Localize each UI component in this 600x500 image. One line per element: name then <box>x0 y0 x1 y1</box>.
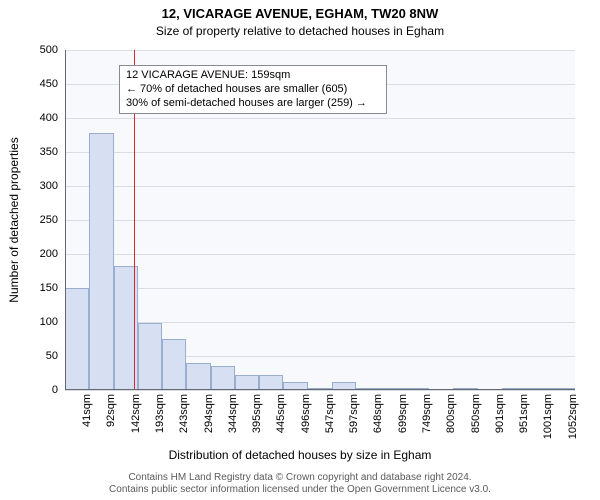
x-axis-label: Distribution of detached houses by size … <box>0 448 600 462</box>
x-tick-label: 901sqm <box>494 394 506 433</box>
axis-border <box>65 50 575 390</box>
y-tick-label: 450 <box>0 78 58 90</box>
x-tick-label: 648sqm <box>372 394 384 433</box>
x-tick-label: 496sqm <box>300 394 312 433</box>
x-tick-label: 142sqm <box>130 394 142 433</box>
x-tick-label: 92sqm <box>105 394 117 427</box>
x-tick-label: 294sqm <box>203 394 215 433</box>
x-axis-ticks: 41sqm 92sqm 142sqm 193sqm 243sqm 294sqm 344sqm… <box>65 390 575 450</box>
y-tick-label: 100 <box>0 316 58 328</box>
x-tick-label: 41sqm <box>81 394 93 427</box>
x-tick-label: 1052sqm <box>567 394 579 439</box>
x-tick-label: 597sqm <box>348 394 360 433</box>
x-tick-label: 1001sqm <box>542 394 554 439</box>
y-tick-label: 350 <box>0 146 58 158</box>
footer-line: Contains public sector information licen… <box>0 484 600 496</box>
y-axis-ticks: 050100150200250300350400450500 <box>0 50 62 390</box>
chart-footer: Contains HM Land Registry data © Crown c… <box>0 472 600 496</box>
y-tick-label: 0 <box>0 384 58 396</box>
plot-area: 12 VICARAGE AVENUE: 159sqm ← 70% of deta… <box>65 50 575 390</box>
x-tick-label: 395sqm <box>251 394 263 433</box>
x-tick-label: 749sqm <box>421 394 433 433</box>
y-tick-label: 50 <box>0 350 58 362</box>
x-tick-label: 800sqm <box>445 394 457 433</box>
x-tick-label: 243sqm <box>178 394 190 433</box>
x-tick-label: 344sqm <box>227 394 239 433</box>
chart-title: 12, VICARAGE AVENUE, EGHAM, TW20 8NW <box>0 6 600 21</box>
y-tick-label: 150 <box>0 282 58 294</box>
y-tick-label: 250 <box>0 214 58 226</box>
x-tick-label: 547sqm <box>324 394 336 433</box>
y-tick-label: 400 <box>0 112 58 124</box>
x-tick-label: 445sqm <box>275 394 287 433</box>
x-tick-label: 193sqm <box>154 394 166 433</box>
x-tick-label: 699sqm <box>397 394 409 433</box>
y-tick-label: 300 <box>0 180 58 192</box>
y-tick-label: 200 <box>0 248 58 260</box>
footer-line: Contains HM Land Registry data © Crown c… <box>0 472 600 484</box>
x-tick-label: 850sqm <box>470 394 482 433</box>
y-tick-label: 500 <box>0 44 58 56</box>
chart-subtitle: Size of property relative to detached ho… <box>0 24 600 38</box>
x-tick-label: 951sqm <box>518 394 530 433</box>
chart-container: { "chart": { "type": "histogram", "title… <box>0 0 600 500</box>
